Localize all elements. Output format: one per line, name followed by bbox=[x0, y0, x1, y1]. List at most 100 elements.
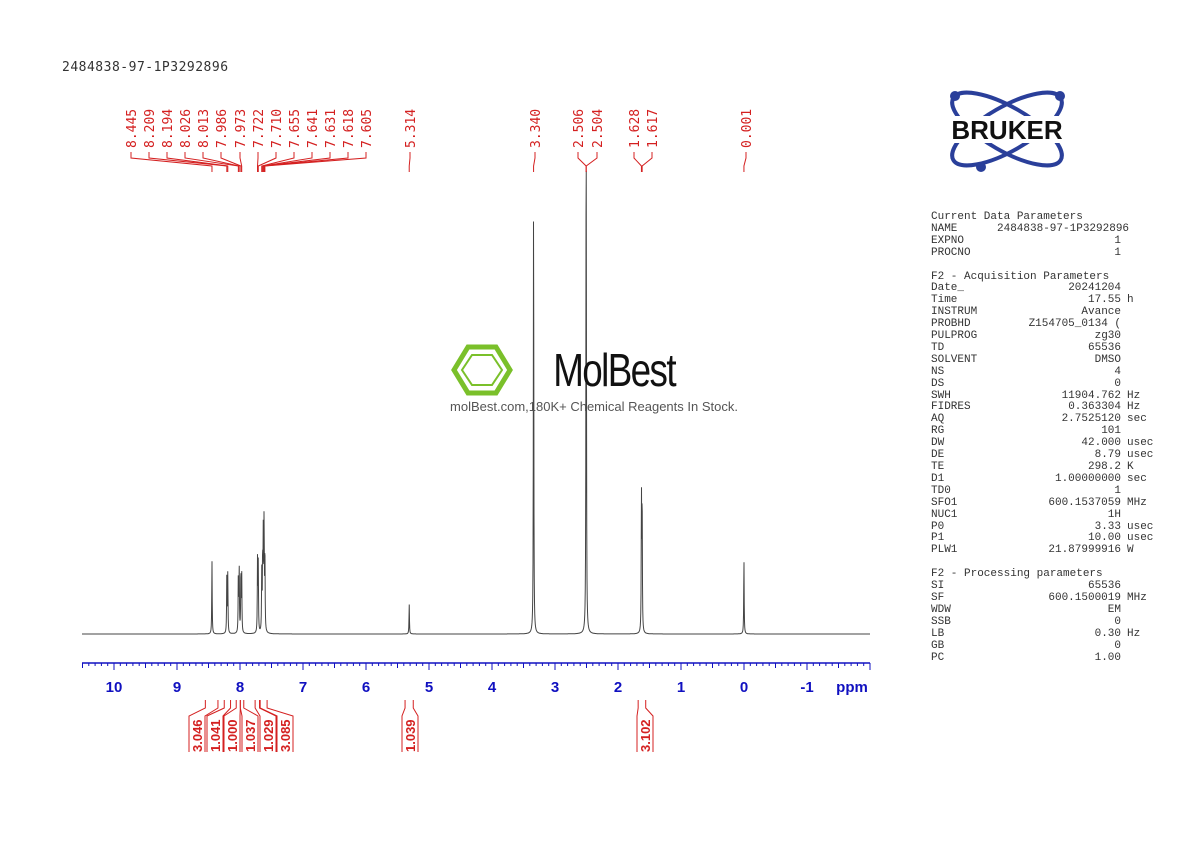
param-value: 3.33 bbox=[1094, 520, 1121, 533]
param-value: Avance bbox=[1081, 306, 1121, 319]
peak-label-leader bbox=[220, 152, 242, 172]
param-row: EXPNO 1 bbox=[931, 234, 1190, 248]
param-value: 298.2 bbox=[1087, 461, 1121, 474]
param-unit bbox=[1121, 319, 1127, 331]
integral-value: 1.041 bbox=[208, 719, 223, 752]
x-tick-label: 7 bbox=[299, 679, 307, 696]
param-row: TE 298.2 K bbox=[931, 461, 1190, 474]
param-name: WDW bbox=[931, 603, 951, 616]
integral-bracket bbox=[636, 700, 639, 752]
param-value: 65536 bbox=[1087, 341, 1121, 354]
param-value: 17.55 bbox=[1087, 294, 1121, 307]
param-value: 11904.762 bbox=[1061, 389, 1121, 402]
param-value: 21.87999916 bbox=[1048, 544, 1121, 557]
param-name: PLW1 bbox=[931, 544, 958, 557]
molbest-benzene-icon bbox=[451, 344, 513, 396]
param-row: D1 1.00000000 sec bbox=[931, 473, 1190, 486]
integral-bracket bbox=[254, 700, 261, 752]
x-tick-label: 4 bbox=[488, 679, 497, 696]
watermark-tagline: molBest.com,180K+ Chemical Reagents In S… bbox=[450, 399, 738, 414]
param-section-heading: F2 - Acquisition Parameters bbox=[931, 270, 1110, 283]
peak-labels: 8.445 8.209 8.194 8.026 8.013 7.986 7.973 7.722… bbox=[125, 109, 755, 172]
param-value: EM bbox=[1107, 603, 1121, 616]
param-name: PULPROG bbox=[931, 330, 978, 343]
peak-label: 0.001 bbox=[740, 109, 755, 148]
x-tick-label: 3 bbox=[551, 679, 559, 696]
param-unit: W bbox=[1127, 544, 1134, 557]
param-row: AQ 2.7525120 sec bbox=[931, 413, 1190, 426]
param-unit bbox=[1121, 331, 1127, 343]
peak-label-leader bbox=[148, 152, 228, 172]
peak-label-leader bbox=[202, 152, 240, 172]
param-section-heading: Current Data Parameters bbox=[931, 211, 1083, 223]
param-name: Time bbox=[931, 294, 958, 307]
param-name: AQ bbox=[931, 413, 945, 426]
param-row: LB 0.30 Hz bbox=[931, 628, 1190, 641]
integral-value: 1.000 bbox=[225, 719, 240, 752]
param-name: P1 bbox=[931, 532, 945, 545]
param-row: SWH 11904.762 Hz bbox=[931, 389, 1190, 403]
peak-label: 7.722 bbox=[252, 109, 267, 148]
peak-label-leader bbox=[408, 152, 411, 172]
param-value: 0 bbox=[1114, 615, 1121, 628]
peak-label-leader bbox=[261, 152, 295, 172]
peak-label: 7.641 bbox=[306, 109, 321, 148]
peak-label: 8.194 bbox=[161, 109, 176, 148]
param-unit bbox=[1121, 617, 1127, 629]
param-unit bbox=[1121, 343, 1127, 355]
sample-title: 2484838-97-1P3292896 bbox=[62, 60, 229, 75]
param-value: Z154705_0134 ( bbox=[1028, 318, 1121, 331]
integral-value: 3.102 bbox=[638, 719, 653, 752]
param-value: 1 bbox=[1114, 246, 1121, 259]
peak-label: 3.340 bbox=[529, 109, 544, 148]
param-row: SSB 0 bbox=[931, 615, 1190, 629]
peak-label: 2.504 bbox=[591, 109, 606, 148]
param-unit: MHz bbox=[1127, 591, 1147, 604]
param-row: P1 10.00 usec bbox=[931, 533, 1190, 545]
param-row: SFO1 600.1537059 MHz bbox=[931, 497, 1190, 510]
param-value: 65536 bbox=[1087, 580, 1121, 593]
param-name: NUC1 bbox=[931, 508, 958, 521]
x-tick-label: 6 bbox=[362, 679, 370, 696]
peak-label-leader bbox=[641, 152, 653, 172]
x-tick-label: 5 bbox=[425, 679, 433, 696]
param-unit bbox=[1121, 355, 1127, 367]
integral-bracket bbox=[259, 700, 278, 752]
param-row: P0 3.33 usec bbox=[931, 520, 1190, 534]
param-name: SI bbox=[931, 580, 945, 593]
integral-bracket bbox=[266, 700, 294, 752]
integral-bracket bbox=[401, 700, 406, 752]
integral-bracket bbox=[222, 700, 232, 752]
x-tick-label: 8 bbox=[236, 679, 244, 696]
param-value: 0 bbox=[1114, 377, 1121, 390]
integral-bracket bbox=[239, 700, 243, 752]
peak-label: 8.209 bbox=[143, 109, 158, 148]
param-unit: usec bbox=[1127, 520, 1154, 533]
param-value: 1 bbox=[1114, 234, 1121, 247]
param-unit bbox=[1121, 486, 1127, 498]
x-tick-label: 2 bbox=[614, 679, 622, 696]
param-row: SI 65536 bbox=[931, 580, 1190, 593]
param-name: NS bbox=[931, 365, 945, 378]
param-row: PLW1 21.87999916 W bbox=[931, 544, 1190, 557]
peak-label: 8.445 bbox=[125, 109, 140, 148]
spectrum-trace bbox=[82, 170, 870, 635]
param-value: 0.363304 bbox=[1068, 401, 1121, 414]
peak-label: 7.631 bbox=[324, 109, 339, 148]
integral-value: 3.085 bbox=[278, 719, 293, 752]
param-name: DW bbox=[931, 437, 945, 450]
param-name: INSTRUM bbox=[931, 306, 978, 319]
peak-label: 7.710 bbox=[270, 109, 285, 148]
peak-label-leader bbox=[633, 152, 642, 172]
peak-label-leader bbox=[130, 152, 213, 172]
param-row: NUC1 1H bbox=[931, 508, 1190, 522]
integral-bracket bbox=[223, 700, 237, 752]
param-row: Time 17.55 h bbox=[931, 294, 1190, 307]
param-name: TE bbox=[931, 461, 945, 474]
param-name: EXPNO bbox=[931, 234, 965, 247]
peak-label-leader bbox=[262, 152, 331, 172]
param-value: 1H bbox=[1107, 508, 1121, 521]
x-tick-label: 10 bbox=[106, 679, 123, 696]
